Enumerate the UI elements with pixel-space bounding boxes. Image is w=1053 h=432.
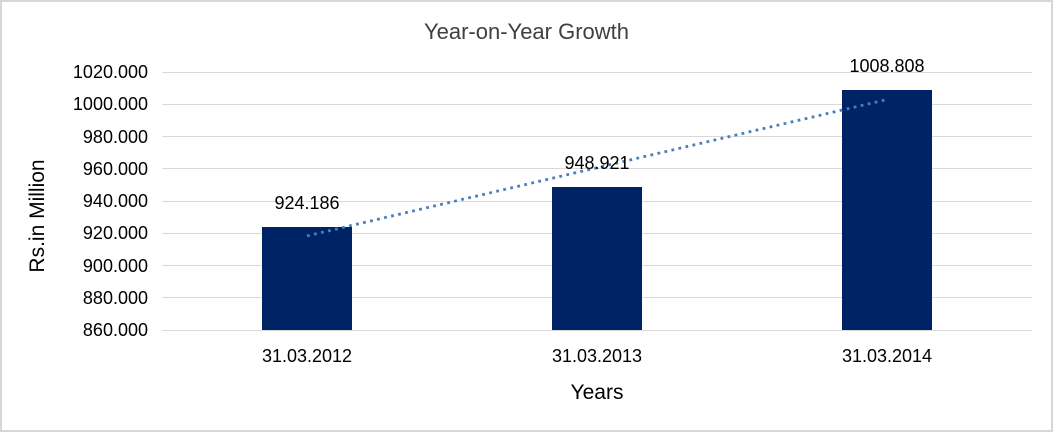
bar-value-label: 948.921 <box>564 152 630 173</box>
y-tick-label: 940.000 <box>82 191 148 211</box>
bar-value-label: 924.186 <box>274 192 340 213</box>
bar <box>842 90 932 330</box>
y-tick-label: 900.000 <box>82 255 148 276</box>
y-tick-label: 1000.000 <box>72 94 148 115</box>
y-tick-label: 860.000 <box>82 320 148 340</box>
bar <box>262 226 352 330</box>
x-axis-title: Years <box>570 381 624 404</box>
trendline <box>306 98 888 238</box>
bar-value-label: 1008.808 <box>849 56 925 77</box>
chart-title: Year-on-Year Growth <box>423 19 630 44</box>
y-tick-label: 1020.000 <box>72 62 148 82</box>
gridline <box>162 71 1032 73</box>
y-tick-label: 980.000 <box>82 126 148 147</box>
x-category-label: 31.03.2014 <box>841 346 933 366</box>
y-tick-label: 880.000 <box>82 287 148 308</box>
gridline <box>162 136 1032 137</box>
y-tick-label: 920.000 <box>82 223 148 244</box>
gridline <box>162 103 1032 105</box>
plot-area <box>162 71 1032 331</box>
gridline <box>162 329 1032 331</box>
y-tick-label: 960.000 <box>82 158 148 179</box>
bar <box>552 186 642 330</box>
x-category-label: 31.03.2013 <box>551 346 643 366</box>
x-category-label: 31.03.2012 <box>261 346 353 366</box>
